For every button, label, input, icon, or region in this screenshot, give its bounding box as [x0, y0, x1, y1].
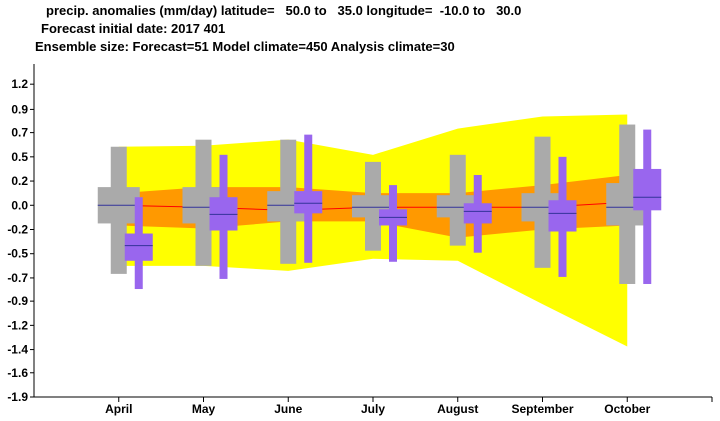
forecast-box — [124, 233, 153, 261]
ensemble-size-line: Ensemble size: Forecast=51 Model climate… — [35, 39, 455, 54]
y-tick-label: 0.7 — [11, 126, 28, 140]
x-tick-label: September — [511, 402, 573, 416]
forecast-box — [548, 200, 577, 232]
y-tick-label: -0.2 — [7, 222, 28, 236]
y-tick-label: -0.7 — [7, 271, 28, 285]
x-tick-label: April — [105, 402, 132, 416]
y-tick-label: 1.2 — [11, 77, 28, 91]
forecast-box — [633, 168, 662, 211]
y-tick-label: -1.2 — [7, 318, 28, 332]
forecast-box — [463, 203, 492, 224]
chart-title-line: precip. anomalies (mm/day) latitude= 50.… — [46, 3, 522, 18]
y-tick-label: 0.5 — [11, 150, 28, 164]
axes: 1.2 0.9 0.7 0.5 0.2 0.0 -0.2 -0.5 -0.7 -0.9 -1.2 -1… — [7, 64, 713, 416]
x-tick-label: July — [361, 402, 385, 416]
y-tick-label: 0.2 — [11, 174, 28, 188]
forecast-date-line: Forecast initial date: 2017 401 — [41, 21, 226, 36]
y-tick-label: -1.4 — [7, 343, 28, 357]
y-tick-label: -0.9 — [7, 294, 28, 308]
y-tick-label: 0.9 — [11, 102, 28, 116]
y-tick-label: -1.6 — [7, 366, 28, 380]
y-tick-label: 0.0 — [11, 198, 28, 212]
forecast-box — [209, 197, 238, 231]
box-plots — [97, 124, 662, 290]
forecast-box — [294, 191, 323, 214]
x-tick-label: June — [274, 402, 302, 416]
y-tick-label: -1.9 — [7, 390, 28, 404]
x-tick-label: October — [604, 402, 650, 416]
y-tick-label: -0.5 — [7, 247, 28, 261]
x-tick-label: May — [192, 402, 216, 416]
x-tick-label: August — [437, 402, 478, 416]
